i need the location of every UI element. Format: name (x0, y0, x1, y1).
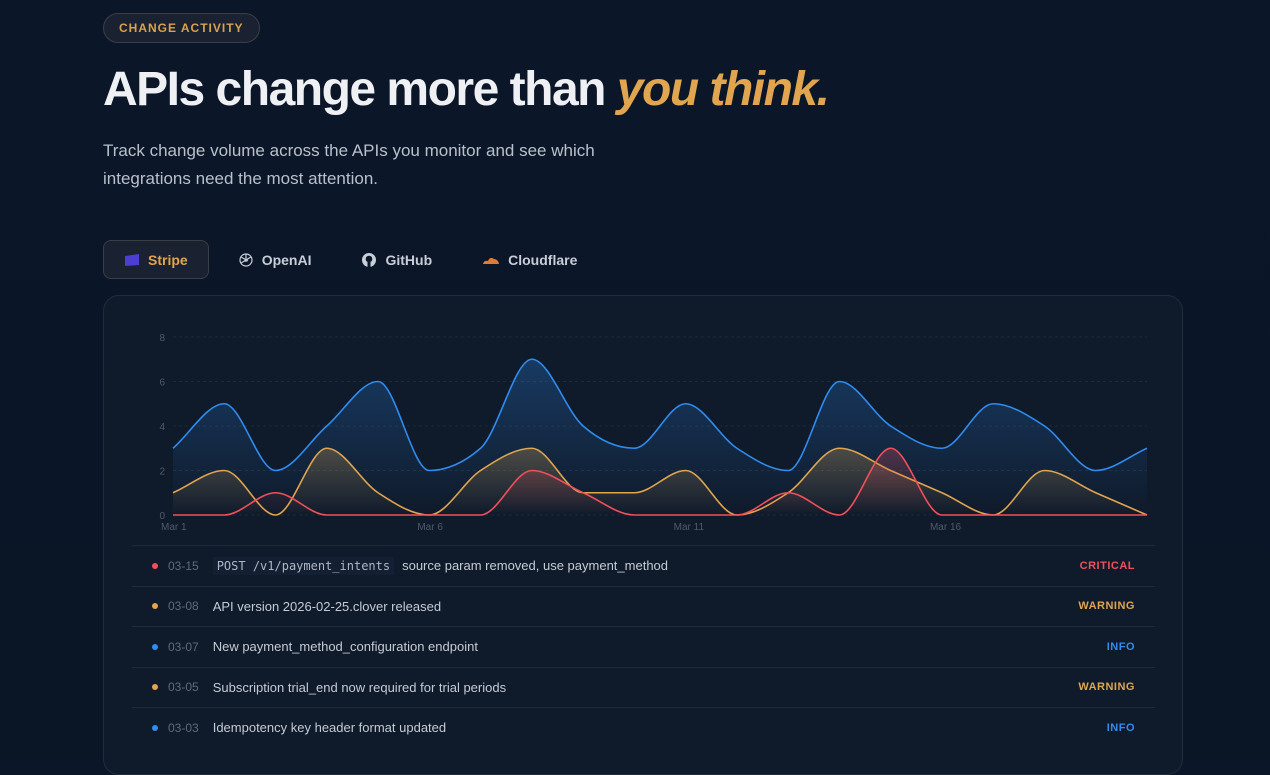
severity-label: INFO (1106, 640, 1135, 653)
activity-chart: 0 2 4 6 8 Mar 1 Mar 6 Mar 11 Mar 16 (159, 333, 1148, 533)
y-tick-label: 0 (159, 511, 165, 522)
event-row[interactable]: 03-07 New payment_method_configuration en… (132, 626, 1155, 667)
event-list: 03-15 POST /v1/payment_intents source para… (132, 545, 1155, 748)
page-title: APIs change more than you think. (103, 62, 830, 117)
event-text: API version 2026-02-25.clover released (212, 598, 442, 614)
event-row[interactable]: 03-03 Idempotency key header format updat… (132, 707, 1155, 748)
y-tick-label: 4 (159, 422, 165, 433)
severity-label: CRITICAL (1079, 559, 1135, 572)
tab-openai[interactable]: OpenAI (217, 240, 333, 279)
cloudflare-icon (483, 257, 500, 264)
api-tabs: Stripe OpenAI GitHub Cloudflare (103, 240, 598, 279)
section-badge: CHANGE ACTIVITY (103, 13, 260, 43)
event-date: 03-15 (168, 558, 199, 573)
endpoint-code: POST /v1/payment_intents (212, 556, 395, 575)
event-date: 03-08 (168, 599, 199, 614)
severity-dot (152, 643, 158, 650)
event-text: New payment_method_configuration endpoin… (212, 639, 478, 655)
tab-label: Stripe (148, 251, 188, 268)
tab-label: GitHub (385, 251, 433, 268)
severity-dot (152, 684, 158, 691)
event-row[interactable]: 03-15 POST /v1/payment_intents source para… (132, 545, 1155, 586)
line-critical (172, 447, 1147, 516)
openai-icon (239, 252, 253, 267)
x-tick-label: Mar 6 (417, 522, 443, 533)
y-tick-label: 6 (159, 378, 165, 389)
event-date: 03-03 (168, 720, 199, 735)
tab-label: OpenAI (261, 251, 312, 268)
event-date: 03-07 (168, 639, 199, 654)
severity-label: INFO (1106, 721, 1135, 734)
title-main: APIs change more than (103, 63, 617, 116)
x-tick-label: Mar 11 (674, 522, 705, 533)
tab-stripe[interactable]: Stripe (103, 240, 209, 279)
severity-dot (152, 562, 158, 569)
event-row[interactable]: 03-05 Subscription trial_end now required… (132, 666, 1155, 708)
area-critical (173, 448, 1147, 515)
title-accent: you think. (616, 63, 830, 116)
tab-cloudflare[interactable]: Cloudflare (461, 240, 598, 279)
event-text: source param removed, use payment_method (402, 558, 669, 574)
y-tick-label: 2 (159, 467, 165, 478)
activity-card: 0 2 4 6 8 Mar 1 Mar 6 Mar 11 Mar 16 03-15 POST /v… (103, 295, 1183, 775)
event-row[interactable]: 03-08 API version 2026-02-25.clover relea… (132, 585, 1155, 627)
event-text: Subscription trial_end now required for … (212, 679, 507, 695)
x-tick-label: Mar 16 (930, 522, 962, 533)
line-info (172, 358, 1148, 472)
page-subtitle: Track change volume across the APIs you … (103, 141, 595, 188)
stripe-icon (125, 253, 139, 266)
tab-label: Cloudflare (508, 251, 578, 268)
severity-label: WARNING (1078, 681, 1135, 694)
severity-dot (152, 724, 158, 731)
y-tick-label: 8 (159, 333, 165, 344)
github-icon (362, 252, 377, 267)
event-text: Idempotency key header format updated (212, 720, 447, 736)
x-tick-label: Mar 1 (161, 522, 187, 533)
severity-dot (152, 603, 158, 610)
tab-github[interactable]: GitHub (340, 240, 453, 279)
severity-label: WARNING (1078, 600, 1135, 613)
event-date: 03-05 (168, 680, 199, 695)
